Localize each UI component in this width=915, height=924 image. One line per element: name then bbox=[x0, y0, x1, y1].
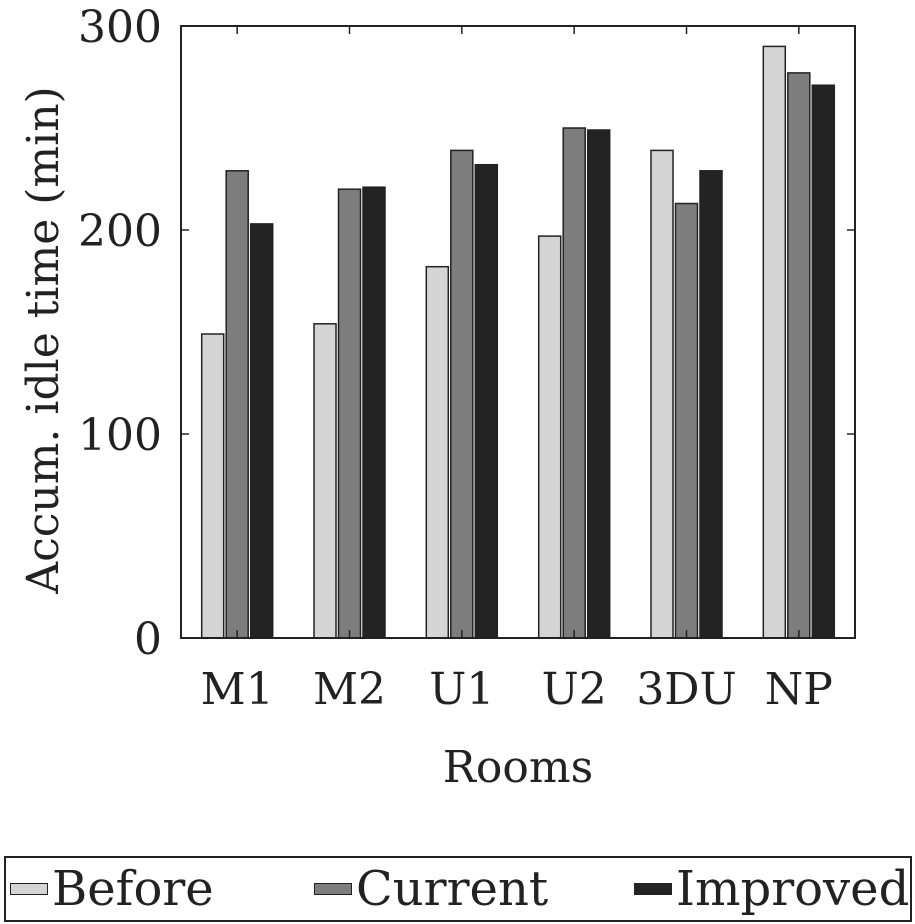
bar-improved-u2 bbox=[586, 129, 611, 639]
y-tick-label: 200 bbox=[78, 206, 162, 257]
x-tick-label: M2 bbox=[313, 664, 386, 715]
legend-label-current: Current bbox=[356, 861, 549, 917]
legend: Before Current Improved bbox=[4, 856, 912, 922]
bar-current-3du bbox=[674, 202, 699, 639]
legend-item-current: Current bbox=[314, 858, 548, 920]
x-axis-title: Rooms bbox=[443, 742, 593, 793]
bar-before-u2 bbox=[537, 235, 562, 639]
legend-swatch-before bbox=[10, 883, 48, 895]
bar-before-u1 bbox=[425, 265, 450, 639]
x-tick-label: U2 bbox=[542, 664, 607, 715]
bar-current-u2 bbox=[562, 127, 586, 639]
x-tick-label: U1 bbox=[429, 664, 494, 715]
bar-current-u1 bbox=[450, 149, 474, 639]
bar-improved-m2 bbox=[362, 186, 386, 639]
x-tick-label: M1 bbox=[201, 664, 274, 715]
bar-before-m2 bbox=[313, 323, 337, 639]
x-tick-label: 3DU bbox=[636, 664, 736, 715]
ticks-group: M1 M2 U1 U2 3DU NP 0 100 200 300 bbox=[78, 2, 855, 715]
legend-swatch-current bbox=[314, 883, 352, 895]
bar-improved-np bbox=[811, 84, 836, 639]
y-tick-label: 0 bbox=[134, 614, 162, 665]
bar-before-3du bbox=[650, 149, 674, 639]
legend-item-improved: Improved bbox=[634, 858, 909, 920]
y-tick-label: 100 bbox=[78, 410, 162, 461]
bar-chart: M1 M2 U1 U2 3DU NP 0 100 200 300 Rooms Accum. idl… bbox=[18, 2, 856, 793]
x-tick-label: NP bbox=[765, 664, 833, 715]
bar-improved-u1 bbox=[474, 163, 499, 639]
bar-improved-m1 bbox=[249, 223, 274, 639]
bars-group bbox=[200, 45, 836, 639]
bar-before-np bbox=[762, 45, 787, 639]
bar-before-m1 bbox=[200, 333, 225, 639]
bar-current-m1 bbox=[225, 170, 249, 639]
y-tick-label: 300 bbox=[78, 2, 162, 53]
legend-swatch-improved bbox=[634, 883, 672, 895]
bar-current-m2 bbox=[337, 188, 362, 639]
legend-label-before: Before bbox=[52, 861, 214, 917]
bar-current-np bbox=[787, 72, 811, 639]
plot-frame bbox=[180, 25, 856, 639]
y-axis-title: Accum. idle time (min) bbox=[18, 86, 69, 594]
legend-item-before: Before bbox=[10, 858, 214, 920]
legend-label-improved: Improved bbox=[676, 861, 910, 917]
bar-improved-3du bbox=[699, 170, 723, 639]
